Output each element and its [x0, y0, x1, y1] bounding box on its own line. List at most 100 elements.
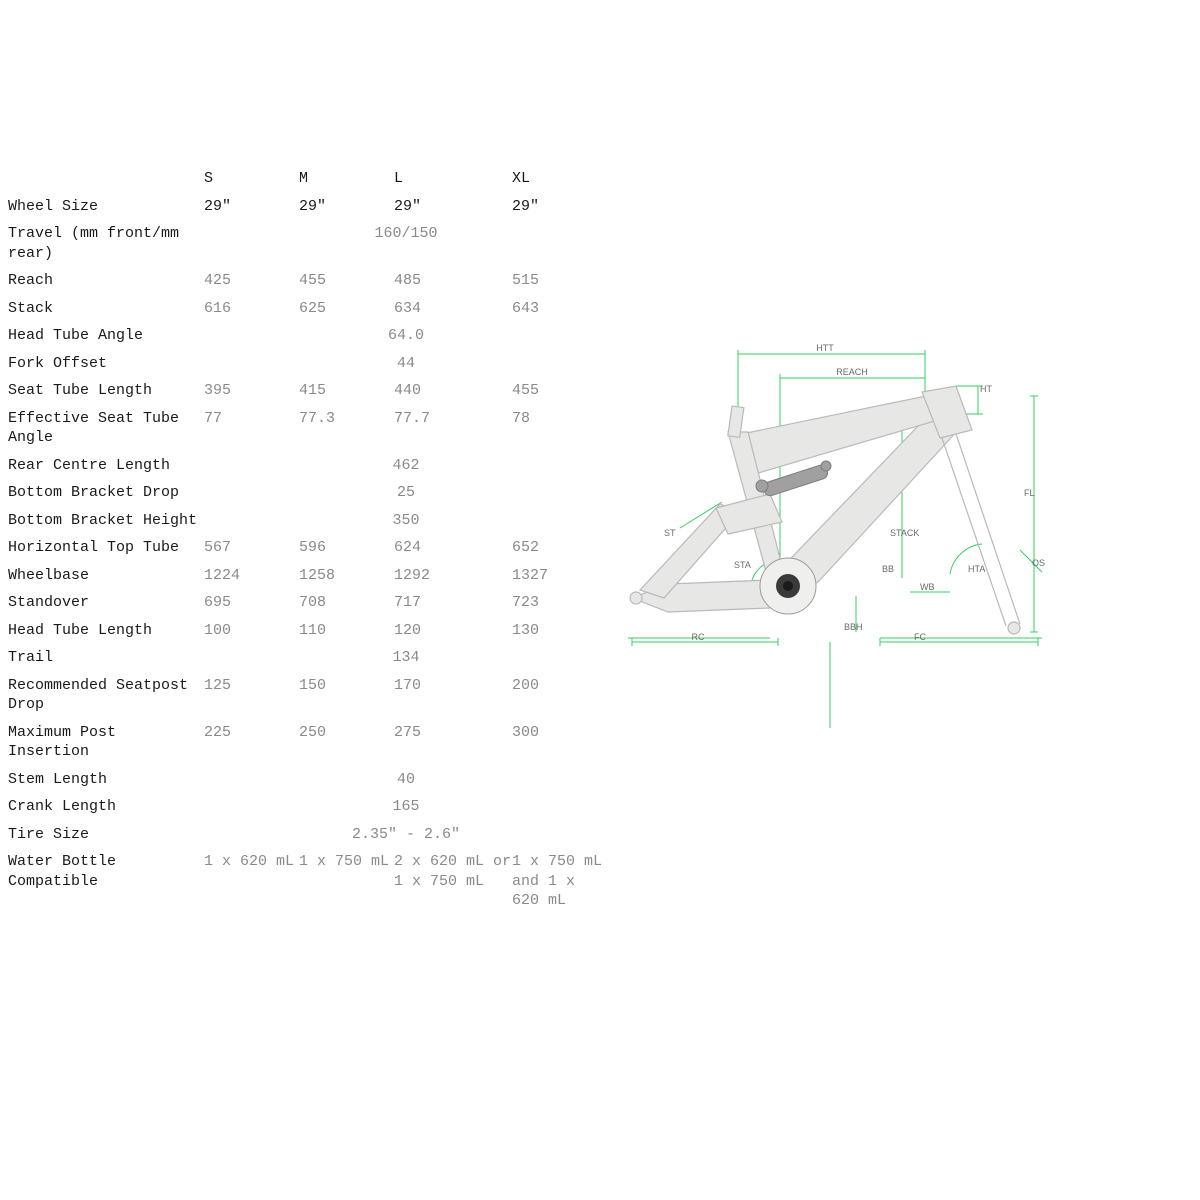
cell: 440 — [394, 381, 512, 401]
row-label: Travel (mm front/mm rear) — [8, 224, 204, 263]
cell: 567 — [204, 538, 299, 558]
row-label: Crank Length — [8, 797, 204, 817]
cell: 634 — [394, 299, 512, 319]
span-value: 165 — [204, 797, 608, 817]
row-tire-size: Tire Size2.35" - 2.6" — [8, 821, 608, 849]
row-label: Wheel Size — [8, 197, 204, 217]
row-head-tube-angle: Head Tube Angle64.0 — [8, 322, 608, 350]
dim-label-rc: RC — [692, 632, 705, 642]
cell: 130 — [512, 621, 608, 641]
row-reach: Reach425455485515 — [8, 267, 608, 295]
row-label: Bottom Bracket Height — [8, 511, 204, 531]
row-label: Reach — [8, 271, 204, 291]
row-trail: Trail134 — [8, 644, 608, 672]
cell: 29" — [512, 197, 608, 217]
cell: 29" — [394, 197, 512, 217]
row-label: Fork Offset — [8, 354, 204, 374]
row-fork-offset: Fork Offset44 — [8, 350, 608, 378]
cell: 275 — [394, 723, 512, 743]
cell: 625 — [299, 299, 394, 319]
span-value: 462 — [204, 456, 608, 476]
row-ht-length: Head Tube Length100110120130 — [8, 617, 608, 645]
dim-label-hta: HTA — [968, 564, 985, 574]
row-wheelbase: Wheelbase1224125812921327 — [8, 562, 608, 590]
row-label: Horizontal Top Tube — [8, 538, 204, 558]
cell: 455 — [512, 381, 608, 401]
row-label: Tire Size — [8, 825, 204, 845]
span-value: 40 — [204, 770, 608, 790]
cell: 643 — [512, 299, 608, 319]
cell: 616 — [204, 299, 299, 319]
cell: 100 — [204, 621, 299, 641]
size-header-l: L — [394, 169, 512, 189]
geometry-diagram: HTT REACH HT FL ST STA — [620, 336, 1050, 736]
cell: 1 x 750 mL — [299, 852, 394, 911]
cell: 485 — [394, 271, 512, 291]
dim-label-htt: HTT — [816, 343, 834, 353]
dim-label-wb: WB — [920, 582, 935, 592]
cell: 200 — [512, 676, 608, 696]
cell: 415 — [299, 381, 394, 401]
dim-label-ht: HT — [980, 384, 992, 394]
cell: 1327 — [512, 566, 608, 586]
cell: 723 — [512, 593, 608, 613]
cell: 455 — [299, 271, 394, 291]
cell: 425 — [204, 271, 299, 291]
table-header-row: S M L XL — [8, 165, 608, 193]
cell: 624 — [394, 538, 512, 558]
row-max-post: Maximum Post Insertion225250275300 — [8, 719, 608, 766]
cell: 1 x 750 mL and 1 x 620 mL — [512, 852, 608, 911]
row-label: Standover — [8, 593, 204, 613]
cell: 596 — [299, 538, 394, 558]
row-seat-tube-length: Seat Tube Length395415440455 — [8, 377, 608, 405]
row-label: Bottom Bracket Drop — [8, 483, 204, 503]
row-rear-centre: Rear Centre Length462 — [8, 452, 608, 480]
geometry-table: S M L XL Wheel Size 29" 29" 29" 29" Trav… — [8, 165, 608, 915]
dim-label-reach: REACH — [836, 367, 868, 377]
row-label: Head Tube Length — [8, 621, 204, 641]
row-label: Stem Length — [8, 770, 204, 790]
span-value: 160/150 — [204, 224, 608, 244]
cell: 515 — [512, 271, 608, 291]
span-value: 64.0 — [204, 326, 608, 346]
cell: 77.7 — [394, 409, 512, 429]
cell: 652 — [512, 538, 608, 558]
dim-label-st: ST — [664, 528, 676, 538]
cell: 1258 — [299, 566, 394, 586]
row-standover: Standover695708717723 — [8, 589, 608, 617]
dim-label-os: OS — [1032, 558, 1045, 568]
row-label: Maximum Post Insertion — [8, 723, 204, 762]
cell: 110 — [299, 621, 394, 641]
row-label: Water Bottle Compatible — [8, 852, 204, 891]
row-label: Trail — [8, 648, 204, 668]
span-value: 134 — [204, 648, 608, 668]
row-label: Rear Centre Length — [8, 456, 204, 476]
span-value: 25 — [204, 483, 608, 503]
row-stem-length: Stem Length40 — [8, 766, 608, 794]
row-label: Seat Tube Length — [8, 381, 204, 401]
row-bb-drop: Bottom Bracket Drop25 — [8, 479, 608, 507]
cell: 77.3 — [299, 409, 394, 429]
size-header-m: M — [299, 169, 394, 189]
dim-label-fl: FL — [1024, 488, 1035, 498]
dim-label-fc: FC — [914, 632, 926, 642]
cell: 1292 — [394, 566, 512, 586]
span-value: 350 — [204, 511, 608, 531]
span-value: 44 — [204, 354, 608, 374]
cell: 120 — [394, 621, 512, 641]
cell: 2 x 620 mL or 1 x 750 mL — [394, 852, 512, 911]
dim-label-stack: STACK — [890, 528, 919, 538]
span-value: 2.35" - 2.6" — [204, 825, 608, 845]
row-wheel-size: Wheel Size 29" 29" 29" 29" — [8, 193, 608, 221]
cell: 395 — [204, 381, 299, 401]
row-crank-length: Crank Length165 — [8, 793, 608, 821]
row-eff-seat-angle: Effective Seat Tube Angle7777.377.778 — [8, 405, 608, 452]
row-label: Stack — [8, 299, 204, 319]
row-rec-seatpost: Recommended Seatpost Drop125150170200 — [8, 672, 608, 719]
cell: 170 — [394, 676, 512, 696]
row-stack: Stack616625634643 — [8, 295, 608, 323]
cell: 78 — [512, 409, 608, 429]
cell: 1224 — [204, 566, 299, 586]
cell: 717 — [394, 593, 512, 613]
size-header-s: S — [204, 169, 299, 189]
